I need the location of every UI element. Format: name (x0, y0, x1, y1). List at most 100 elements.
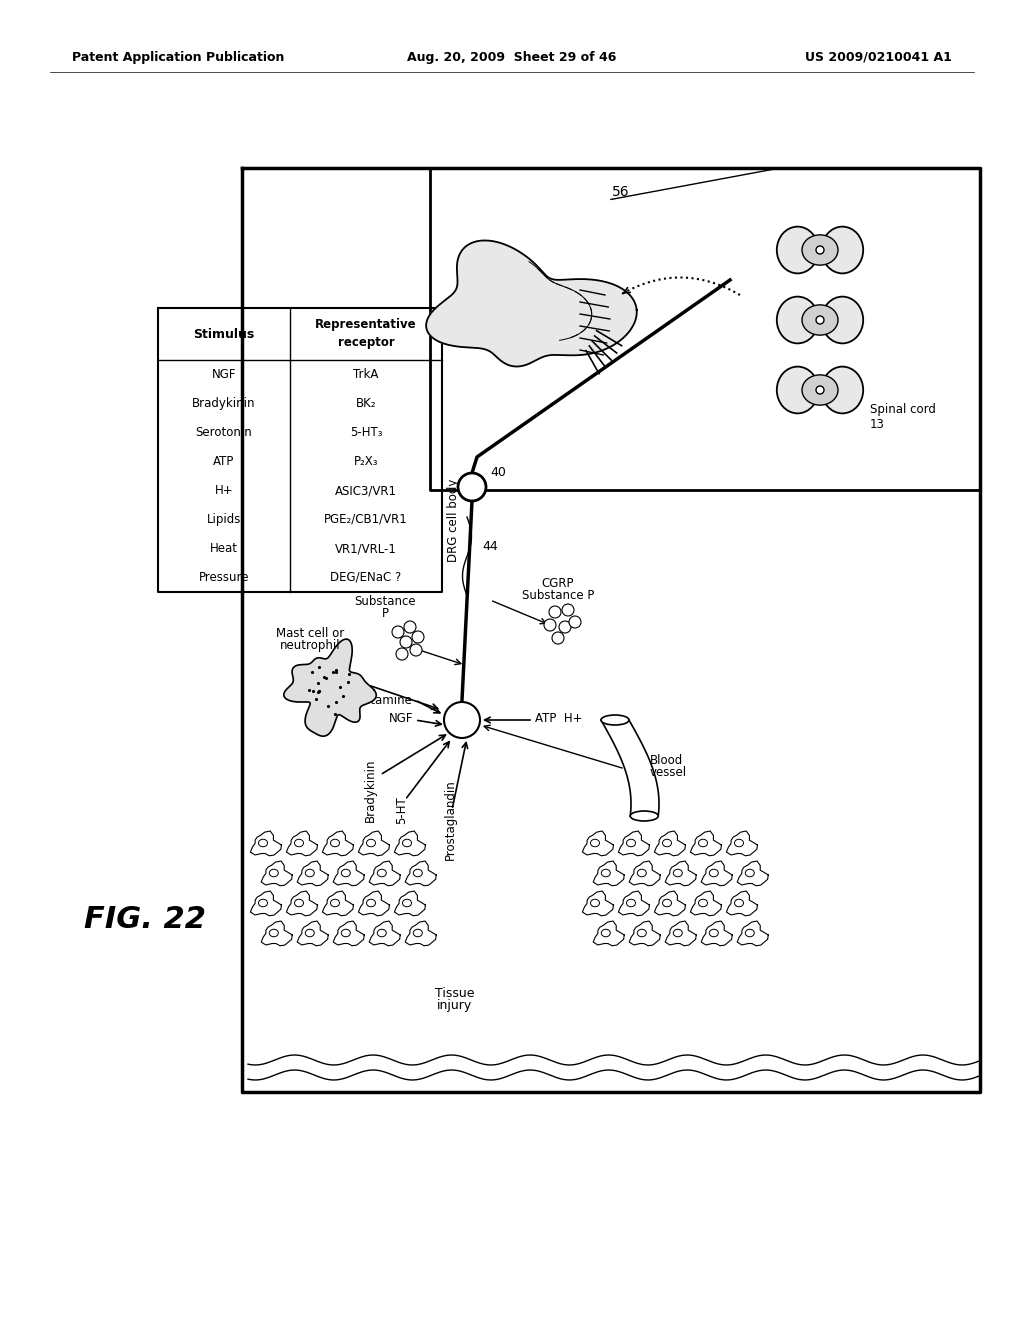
Polygon shape (297, 921, 329, 945)
Polygon shape (323, 891, 353, 916)
Circle shape (392, 626, 404, 638)
Ellipse shape (734, 840, 743, 846)
Text: injury: injury (437, 999, 473, 1012)
Polygon shape (737, 921, 768, 945)
Text: Substance: Substance (354, 595, 416, 609)
Polygon shape (615, 738, 642, 752)
Polygon shape (631, 803, 659, 805)
Polygon shape (631, 805, 659, 808)
Ellipse shape (341, 870, 350, 876)
Text: Mast cell or: Mast cell or (275, 627, 344, 640)
Polygon shape (631, 796, 658, 799)
Circle shape (544, 619, 556, 631)
Polygon shape (610, 729, 636, 743)
Polygon shape (251, 832, 282, 855)
Text: 56: 56 (612, 185, 630, 199)
Ellipse shape (674, 929, 682, 937)
Text: Substance P: Substance P (522, 589, 594, 602)
Polygon shape (630, 784, 657, 791)
Polygon shape (593, 921, 625, 945)
Text: DEG/ENaC ?: DEG/ENaC ? (331, 572, 401, 583)
Ellipse shape (710, 870, 718, 876)
Text: DRG cell body: DRG cell body (447, 479, 461, 562)
Ellipse shape (802, 235, 838, 265)
Text: ATP  H+: ATP H+ (535, 711, 583, 725)
Circle shape (549, 606, 561, 618)
Ellipse shape (710, 929, 718, 937)
Ellipse shape (367, 840, 376, 846)
Polygon shape (617, 742, 643, 755)
Text: P: P (382, 607, 388, 620)
Ellipse shape (745, 870, 755, 876)
Polygon shape (629, 921, 660, 945)
Circle shape (552, 632, 564, 644)
Polygon shape (613, 733, 639, 747)
Ellipse shape (377, 870, 386, 876)
Polygon shape (358, 832, 389, 855)
Polygon shape (604, 717, 630, 731)
Text: ASIC3/VR1: ASIC3/VR1 (335, 484, 397, 498)
Ellipse shape (674, 870, 682, 876)
Polygon shape (610, 726, 636, 742)
Polygon shape (631, 792, 658, 796)
Polygon shape (406, 861, 436, 886)
Ellipse shape (331, 840, 340, 846)
Text: Spinal cord: Spinal cord (870, 404, 936, 417)
Circle shape (816, 315, 824, 323)
Polygon shape (370, 861, 400, 886)
Polygon shape (611, 730, 637, 744)
Ellipse shape (821, 227, 863, 273)
Text: 5-HT: 5-HT (395, 796, 409, 824)
Text: Heat: Heat (210, 543, 238, 554)
Circle shape (410, 644, 422, 656)
Text: NGF: NGF (212, 368, 237, 381)
Polygon shape (631, 789, 658, 795)
Polygon shape (621, 748, 646, 762)
Polygon shape (701, 861, 732, 886)
Polygon shape (625, 763, 652, 774)
Ellipse shape (305, 870, 314, 876)
Ellipse shape (377, 929, 386, 937)
Ellipse shape (341, 929, 350, 937)
Text: Serotonin: Serotonin (196, 426, 252, 440)
Polygon shape (251, 891, 282, 916)
Circle shape (559, 620, 571, 634)
Polygon shape (629, 777, 656, 785)
Text: Lipids: Lipids (207, 513, 242, 525)
Polygon shape (628, 774, 655, 783)
Ellipse shape (601, 715, 629, 725)
Ellipse shape (414, 870, 422, 876)
Ellipse shape (367, 899, 376, 907)
Circle shape (562, 605, 574, 616)
Ellipse shape (295, 840, 303, 846)
Polygon shape (607, 721, 633, 737)
Text: H+: H+ (215, 484, 233, 498)
Ellipse shape (663, 899, 672, 907)
Ellipse shape (802, 305, 838, 335)
Polygon shape (631, 807, 658, 810)
Polygon shape (333, 921, 365, 945)
Polygon shape (629, 779, 656, 787)
Ellipse shape (627, 840, 636, 846)
Polygon shape (630, 787, 657, 792)
Text: FIG. 22: FIG. 22 (84, 906, 206, 935)
Polygon shape (622, 752, 648, 764)
Text: Bradykinin: Bradykinin (364, 758, 377, 822)
Polygon shape (631, 812, 658, 816)
Polygon shape (629, 861, 660, 886)
Polygon shape (623, 755, 649, 767)
Polygon shape (631, 801, 659, 804)
Polygon shape (629, 780, 657, 788)
Polygon shape (370, 921, 400, 945)
Polygon shape (333, 861, 365, 886)
Ellipse shape (663, 840, 672, 846)
Polygon shape (608, 723, 634, 738)
Polygon shape (618, 743, 644, 756)
Polygon shape (624, 758, 650, 770)
Polygon shape (701, 921, 732, 945)
Polygon shape (726, 832, 758, 855)
Ellipse shape (295, 899, 303, 907)
Text: NGF: NGF (388, 711, 413, 725)
Polygon shape (284, 639, 376, 737)
Polygon shape (737, 861, 768, 886)
